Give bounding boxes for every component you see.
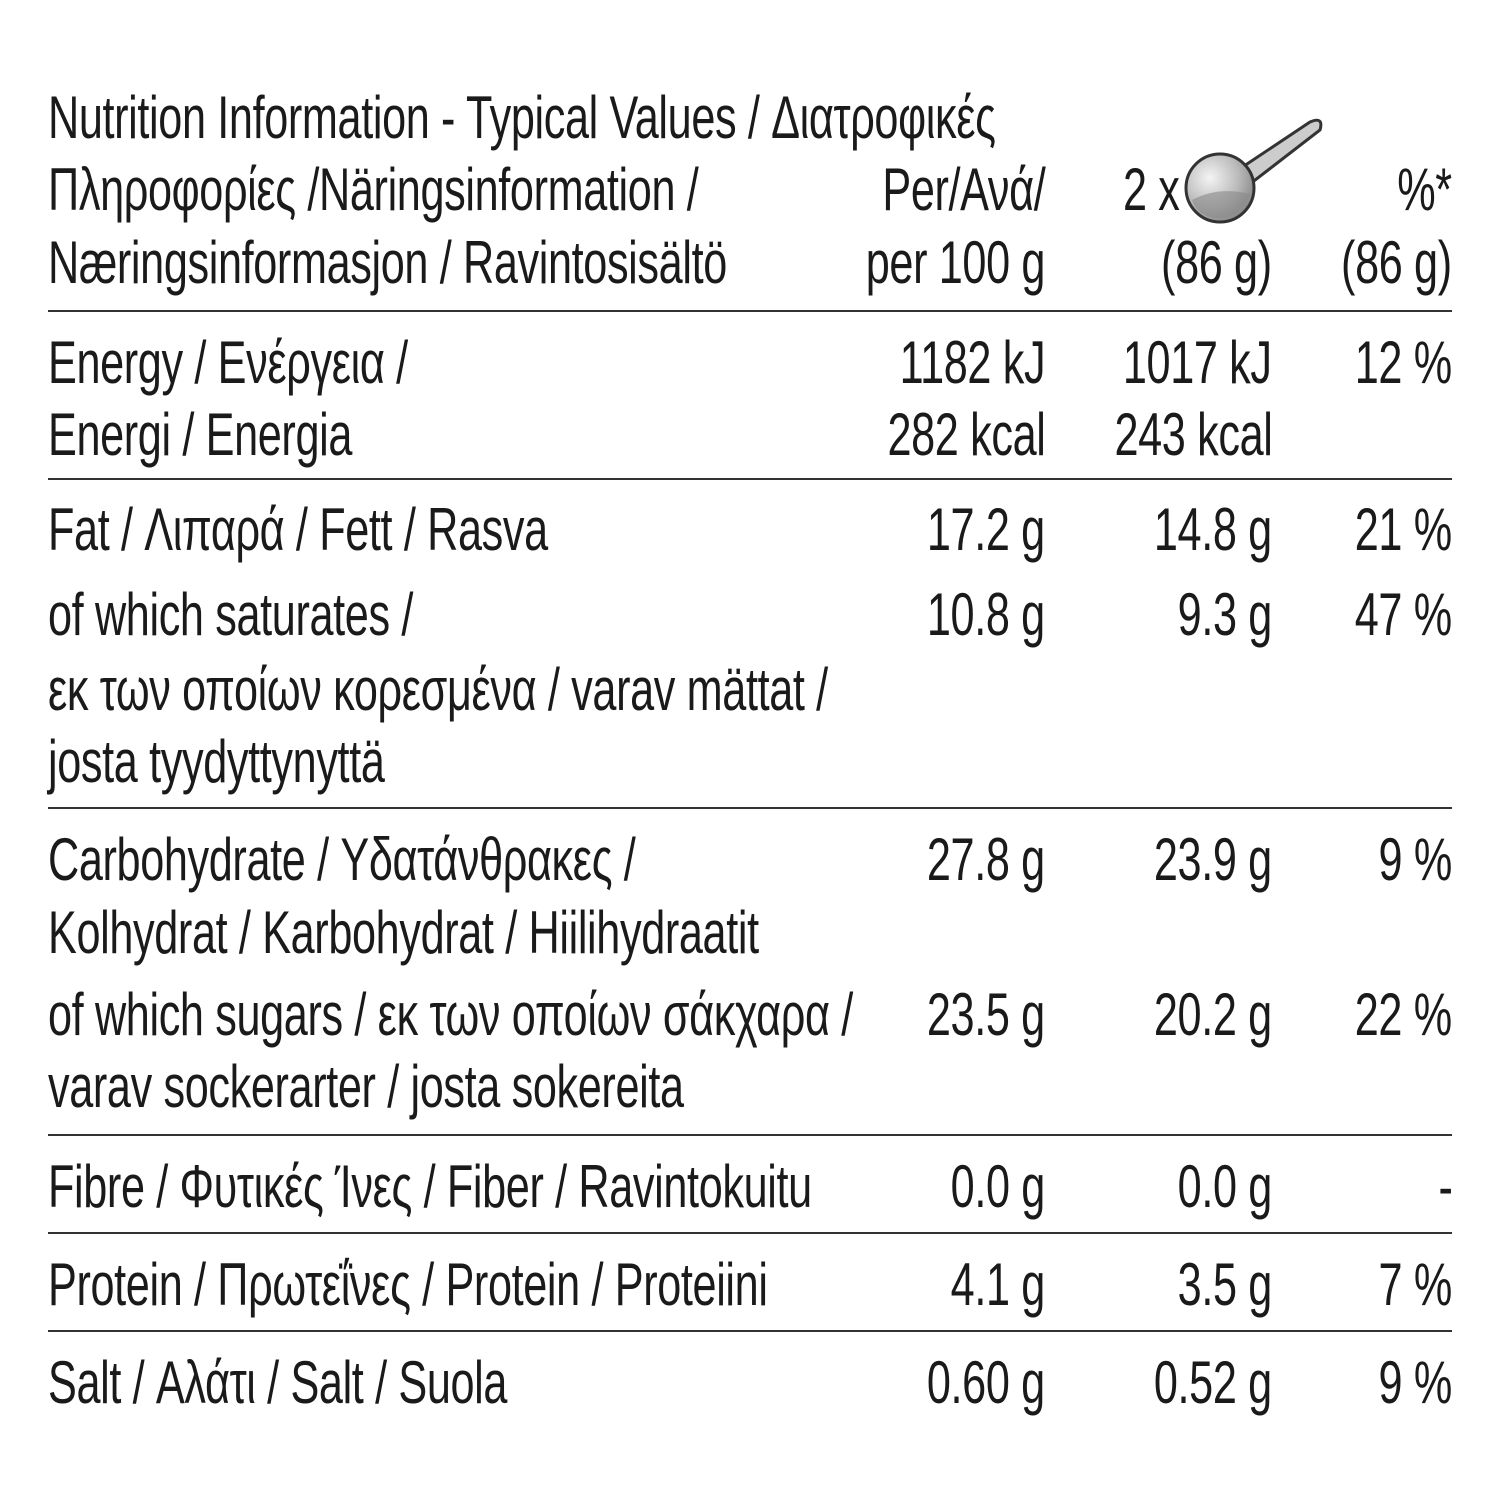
nutrient-label-sugars: of which sugars / εκ των οποίων σάκχαρα … [48, 981, 853, 1048]
divider [48, 1232, 1452, 1234]
header-title-line: Πληροφορίες /Näringsinformation / [48, 156, 699, 223]
header-title-line: Næringsinformasjon / Ravintosisältö [48, 229, 727, 296]
nutrient-label-energy: Energy / Ενέργεια / [48, 329, 408, 396]
divider [48, 1134, 1452, 1136]
value-ri-fibre: - [1437, 1153, 1452, 1220]
value-per100-salt: 0.60 g [927, 1349, 1045, 1416]
value-serving-energy: 1017 kJ [1123, 329, 1272, 396]
value-serving-saturates: 9.3 g [1177, 581, 1273, 648]
value-serving-fibre: 0.0 g [1177, 1153, 1273, 1220]
value-serving-salt: 0.52 g [1154, 1349, 1272, 1416]
value-serving-carbohydrate: 23.9 g [1154, 826, 1272, 893]
value-per100-saturates: 10.8 g [927, 581, 1045, 648]
column-header-serving: 2 x [1123, 156, 1180, 223]
nutrient-label-protein: Protein / Πρωτεΐνες / Protein / Proteiin… [48, 1251, 768, 1318]
value-serving-energy: 243 kcal [1113, 401, 1272, 468]
nutrient-label-carbohydrate: Kolhydrat / Karbohydrat / Hiilihydraatit [48, 899, 759, 966]
nutrient-label-energy: Energi / Energia [48, 401, 353, 468]
divider [48, 478, 1452, 480]
column-header-ri: %* [1397, 156, 1452, 223]
scoop-icon [1184, 118, 1323, 224]
value-ri-saturates: 47 % [1354, 581, 1452, 648]
nutrient-label-salt: Salt / Αλάτι / Salt / Suola [48, 1349, 508, 1416]
value-ri-energy: 12 % [1354, 329, 1452, 396]
value-per100-energy: 1182 kJ [899, 329, 1045, 396]
nutrient-label-sugars: varav sockerarter / josta sokereita [48, 1053, 684, 1120]
value-ri-sugars: 22 % [1354, 981, 1452, 1048]
value-per100-protein: 4.1 g [950, 1251, 1046, 1318]
value-per100-fat: 17.2 g [927, 496, 1045, 563]
nutrient-label-carbohydrate: Carbohydrate / Υδατάνθρακες / [48, 826, 636, 893]
value-serving-fat: 14.8 g [1154, 496, 1272, 563]
value-per100-fibre: 0.0 g [950, 1153, 1046, 1220]
divider [48, 807, 1452, 809]
value-ri-fat: 21 % [1354, 496, 1452, 563]
value-per100-carbohydrate: 27.8 g [927, 826, 1045, 893]
nutrient-label-saturates: εκ των οποίων κορεσμένα / varav mättat / [48, 656, 828, 723]
nutrient-label-fat: Fat / Λιπαρά / Fett / Rasva [48, 496, 548, 563]
header-title-line: Nutrition Information - Typical Values /… [48, 84, 996, 151]
nutrient-label-fibre: Fibre / Φυτικές Ίνες / Fiber / Ravintoku… [48, 1153, 812, 1220]
column-header-per100: Per/Ανά/ [882, 156, 1045, 223]
nutrient-label-saturates: josta tyydyttynyttä [48, 728, 385, 795]
value-ri-protein: 7 % [1378, 1251, 1453, 1318]
value-serving-sugars: 20.2 g [1154, 981, 1272, 1048]
nutrient-label-saturates: of which saturates / [48, 581, 413, 648]
value-per100-energy: 282 kcal [886, 401, 1045, 468]
value-ri-carbohydrate: 9 % [1378, 826, 1453, 893]
value-per100-sugars: 23.5 g [927, 981, 1045, 1048]
value-ri-salt: 9 % [1378, 1349, 1453, 1416]
divider [48, 310, 1452, 312]
column-header-serving: (86 g) [1161, 229, 1272, 296]
value-serving-protein: 3.5 g [1177, 1251, 1273, 1318]
divider [48, 1330, 1452, 1332]
column-header-per100: per 100 g [865, 229, 1046, 296]
column-header-ri: (86 g) [1341, 229, 1452, 296]
